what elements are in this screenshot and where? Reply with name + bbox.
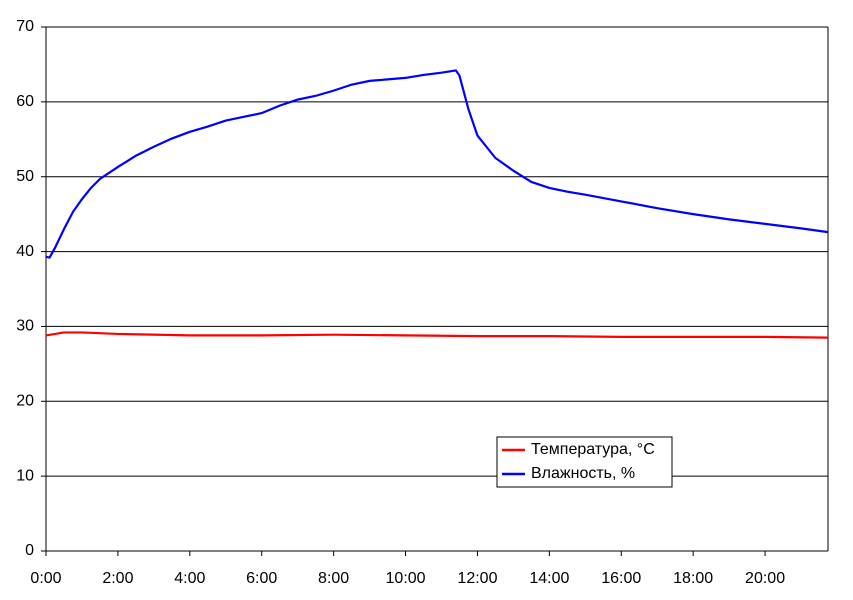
x-tick-label: 4:00	[174, 570, 205, 587]
series-line	[45, 69, 829, 259]
x-tick-label: 14:00	[529, 570, 569, 587]
series-line	[45, 331, 829, 339]
legend-box	[496, 436, 673, 488]
x-tick-label: 6:00	[246, 570, 277, 587]
y-tick-label: 70	[16, 18, 34, 35]
x-tick-label: 2:00	[102, 570, 133, 587]
x-tick-label: 12:00	[457, 570, 497, 587]
y-tick-label: 40	[16, 243, 34, 260]
x-tick-label: 8:00	[318, 570, 349, 587]
y-tick-label: 60	[16, 93, 34, 110]
y-tick-label: 30	[16, 318, 34, 335]
x-tick-label: 20:00	[745, 570, 785, 587]
legend-label: Температура, °C	[531, 441, 655, 458]
x-tick-label: 18:00	[673, 570, 713, 587]
y-tick-label: 20	[16, 393, 34, 410]
x-tick-label: 16:00	[601, 570, 641, 587]
y-tick-label: 0	[25, 542, 34, 559]
x-tick-label: 10:00	[386, 570, 426, 587]
x-tick-label: 0:00	[30, 570, 61, 587]
y-tick-label: 10	[16, 467, 34, 484]
y-tick-label: 50	[16, 168, 34, 185]
legend-label: Влажность, %	[531, 465, 635, 482]
